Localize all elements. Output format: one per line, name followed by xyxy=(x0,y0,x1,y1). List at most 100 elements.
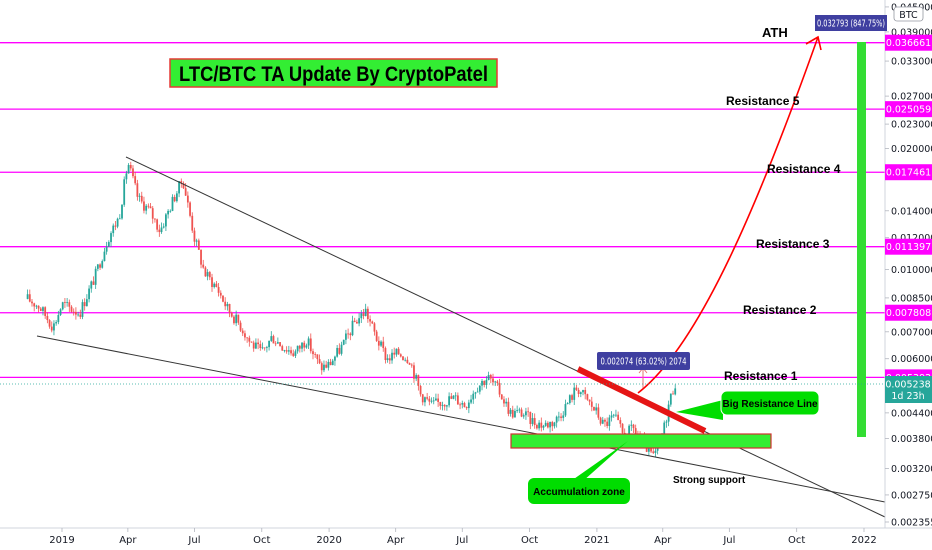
candle-body xyxy=(318,359,321,364)
candle-body xyxy=(439,401,442,406)
accumulation-callout: Accumulation zone xyxy=(528,441,630,504)
candle-body xyxy=(621,423,624,433)
candle-body xyxy=(237,314,240,323)
candle-body xyxy=(320,363,323,371)
candle-body xyxy=(432,400,435,402)
price-tick-label: 0.007000 xyxy=(891,327,932,338)
candle-body xyxy=(514,410,516,418)
candle-body xyxy=(520,409,523,417)
target-measure-bar xyxy=(857,42,866,437)
candle-body xyxy=(408,363,411,365)
candle-body xyxy=(608,417,611,427)
candle-body xyxy=(53,323,55,331)
candle-body xyxy=(630,424,633,426)
resistance-3-label: Resistance 3 xyxy=(756,237,830,251)
candle-body xyxy=(279,342,281,347)
candle-body xyxy=(448,396,450,406)
candle-body xyxy=(617,414,620,421)
candle-body xyxy=(268,340,270,348)
candle-body xyxy=(55,322,58,324)
candle-body xyxy=(338,347,341,354)
candle-body xyxy=(298,345,301,349)
candle-body xyxy=(560,416,562,418)
candle-body xyxy=(568,395,571,404)
price-tick-label: 0.023000 xyxy=(891,120,932,131)
candle-body xyxy=(224,301,227,307)
price-tick-label: 0.003800 xyxy=(891,434,932,445)
candle-body xyxy=(329,361,332,366)
price-tick-label: 0.033000 xyxy=(891,57,932,68)
candle-body xyxy=(35,305,38,307)
candle-body xyxy=(522,415,525,417)
big-resistance-segment xyxy=(576,366,707,434)
time-tick-label: Jul xyxy=(455,535,468,546)
candle-body xyxy=(450,396,453,399)
candle-body xyxy=(287,350,290,352)
candle-body xyxy=(129,165,132,169)
candle-body xyxy=(305,345,308,348)
breakout-measure-label: 0.002074 (63.02%) 2074 xyxy=(601,357,687,368)
candle-body xyxy=(604,419,606,422)
resistance-lines xyxy=(0,42,885,379)
candle-body xyxy=(360,313,363,319)
resistance-price-tag xyxy=(885,164,932,181)
candle-body xyxy=(380,341,382,346)
resistance-price-tag-text: 0.007808 xyxy=(886,308,931,319)
candle-body xyxy=(178,181,180,194)
resistance-4-label: Resistance 4 xyxy=(767,162,841,176)
candle-body xyxy=(167,210,170,215)
candle-body xyxy=(325,364,328,368)
candle-body xyxy=(654,450,657,453)
candle-body xyxy=(263,347,266,349)
candle-body xyxy=(257,342,260,345)
candle-body xyxy=(481,380,483,386)
candle-body xyxy=(186,195,189,203)
time-tick-label: 2022 xyxy=(851,535,876,546)
candle-body xyxy=(388,358,391,361)
candle-body xyxy=(158,229,161,233)
candle-body xyxy=(430,400,433,402)
candle-body xyxy=(525,411,527,416)
candle-body xyxy=(485,380,488,385)
candle-body xyxy=(489,375,492,379)
time-tick-label: Apr xyxy=(654,535,672,546)
candle-body xyxy=(151,208,154,219)
candle-body xyxy=(42,307,44,311)
candle-body xyxy=(70,306,73,312)
candle-body xyxy=(259,344,262,349)
currency-badge xyxy=(893,6,924,22)
candle-body xyxy=(351,320,354,336)
candle-body xyxy=(669,393,672,405)
candle-body xyxy=(336,347,339,357)
resistance-1-label: Resistance 1 xyxy=(724,369,798,383)
projection-arrowhead xyxy=(805,35,822,51)
candle-body xyxy=(551,421,554,427)
candle-body xyxy=(634,428,637,435)
price-tick-label: 0.020000 xyxy=(891,144,932,155)
candle-body xyxy=(652,451,655,453)
candle-body xyxy=(353,320,356,322)
candle-body xyxy=(323,364,325,371)
candle-body xyxy=(118,218,121,220)
candle-body xyxy=(413,365,415,379)
candle-body xyxy=(533,418,536,426)
candle-body xyxy=(208,272,211,278)
candle-body xyxy=(518,409,521,411)
time-tick-label: 2019 xyxy=(49,535,74,546)
candle-series xyxy=(26,161,677,458)
candle-body xyxy=(112,225,115,234)
candle-body xyxy=(68,302,71,307)
accumulation-callout-text: Accumulation zone xyxy=(533,487,625,498)
current-price-tag-bg xyxy=(885,376,932,403)
candle-body xyxy=(165,214,167,227)
candle-body xyxy=(441,404,444,406)
candle-body xyxy=(496,381,499,384)
candle-body xyxy=(527,411,530,413)
price-tick-label: 0.014000 xyxy=(891,206,932,217)
time-tick-label: 2021 xyxy=(584,535,609,546)
candle-body xyxy=(483,380,486,385)
candle-body xyxy=(294,351,297,356)
candle-body xyxy=(615,414,617,416)
candle-body xyxy=(59,309,62,316)
